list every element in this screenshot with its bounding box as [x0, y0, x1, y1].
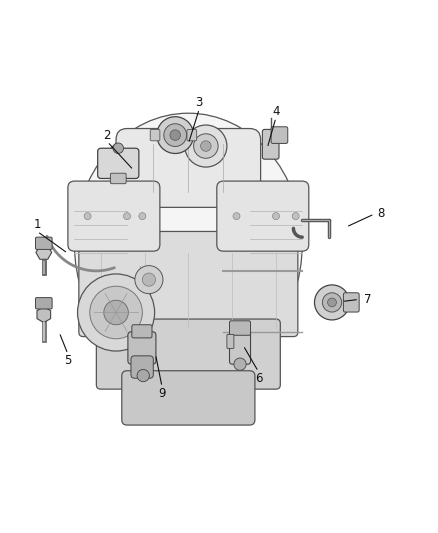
FancyBboxPatch shape [35, 297, 52, 309]
FancyBboxPatch shape [128, 332, 156, 364]
Circle shape [233, 213, 240, 220]
Circle shape [137, 369, 149, 382]
Text: 8: 8 [378, 207, 385, 221]
FancyBboxPatch shape [96, 319, 280, 389]
Circle shape [142, 273, 155, 286]
Polygon shape [37, 307, 51, 322]
Circle shape [90, 286, 142, 339]
Text: 4: 4 [272, 104, 280, 117]
FancyBboxPatch shape [262, 130, 279, 159]
Ellipse shape [74, 113, 302, 376]
FancyBboxPatch shape [122, 371, 255, 425]
FancyBboxPatch shape [217, 181, 309, 251]
Circle shape [272, 213, 279, 220]
Text: 3: 3 [196, 96, 203, 109]
FancyBboxPatch shape [271, 127, 288, 143]
FancyBboxPatch shape [132, 325, 152, 338]
Text: 1: 1 [33, 219, 41, 231]
Text: 9: 9 [158, 387, 166, 400]
FancyBboxPatch shape [116, 128, 261, 207]
Circle shape [164, 124, 187, 147]
FancyBboxPatch shape [227, 334, 234, 349]
Circle shape [194, 134, 218, 158]
FancyBboxPatch shape [110, 173, 126, 184]
Circle shape [84, 213, 91, 220]
FancyBboxPatch shape [230, 321, 251, 335]
Circle shape [104, 300, 128, 325]
Circle shape [185, 125, 227, 167]
Circle shape [234, 358, 246, 370]
Text: 7: 7 [364, 293, 372, 306]
FancyBboxPatch shape [68, 181, 160, 251]
Circle shape [322, 293, 342, 312]
Circle shape [314, 285, 350, 320]
Circle shape [201, 141, 211, 151]
Circle shape [328, 298, 336, 307]
Circle shape [124, 213, 131, 220]
Polygon shape [36, 246, 52, 260]
FancyBboxPatch shape [131, 356, 153, 378]
Circle shape [139, 213, 146, 220]
Circle shape [170, 130, 180, 140]
Text: 5: 5 [64, 354, 71, 367]
Circle shape [135, 265, 163, 294]
FancyBboxPatch shape [343, 293, 359, 312]
Text: 2: 2 [103, 128, 111, 142]
FancyBboxPatch shape [187, 130, 197, 141]
FancyBboxPatch shape [35, 237, 52, 249]
Circle shape [157, 117, 194, 154]
FancyBboxPatch shape [98, 148, 139, 179]
FancyBboxPatch shape [79, 231, 298, 336]
Circle shape [292, 213, 299, 220]
FancyBboxPatch shape [150, 130, 160, 141]
FancyBboxPatch shape [230, 330, 251, 364]
Circle shape [78, 274, 155, 351]
Text: 6: 6 [254, 372, 262, 385]
Circle shape [113, 143, 124, 154]
